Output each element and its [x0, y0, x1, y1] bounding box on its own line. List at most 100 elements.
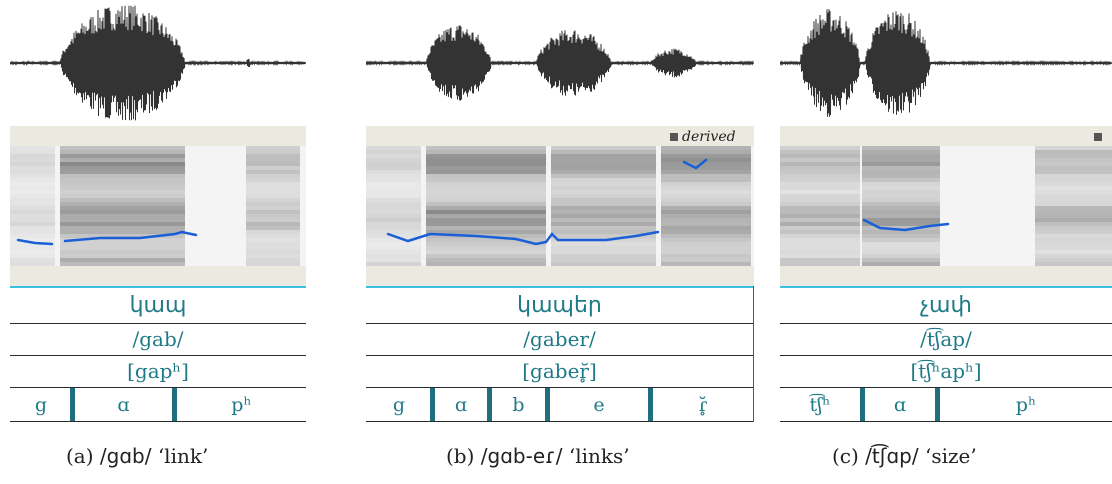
spectrogram-band — [1035, 222, 1112, 226]
spectrogram-band — [862, 174, 940, 178]
tier-phonetic-b: [gaber̥̆] — [366, 356, 753, 388]
spectrogram-band — [246, 174, 300, 178]
spectrogram-band — [1035, 202, 1112, 206]
legend-label: derived — [682, 129, 736, 145]
tier-segments-b: g ɑ b e ɾ̥̆ — [366, 388, 753, 422]
spectrogram-bg — [780, 146, 1112, 266]
spectrogram-band — [60, 210, 185, 214]
spectrogram-band — [246, 178, 300, 182]
spectrogram-band — [60, 158, 185, 162]
spectrogram-band — [60, 178, 185, 182]
caption-form: /gɑb/ — [99, 444, 152, 468]
spectrogram-band — [780, 182, 860, 186]
spectrogram-band — [246, 198, 300, 202]
caption-a: (a) /gɑb/ ‘link’ — [66, 444, 208, 468]
spectrogram-band — [60, 238, 185, 242]
spectrogram-band — [426, 250, 546, 254]
spectrogram-band — [1035, 150, 1112, 154]
waveform-trace — [780, 9, 1112, 117]
spectrogram-band — [60, 186, 185, 190]
spectrogram-band — [246, 246, 300, 250]
spectrogram-band — [1035, 214, 1112, 218]
segment-boundary — [648, 388, 653, 421]
spectrogram-band — [366, 158, 421, 162]
spectrogram-footer-b — [366, 266, 754, 286]
spectrogram-band — [661, 222, 751, 226]
panel-c: d չափ /t͡ʃap/ [t͡ʃʰapʰ] t͡ʃʰ ɑ pʰ (c) /t… — [780, 0, 1112, 484]
spectrogram-band — [426, 170, 546, 174]
spectrogram-band — [862, 186, 940, 190]
spectrogram-band — [10, 174, 55, 178]
spectrogram-band — [862, 206, 940, 210]
spectrogram-band — [10, 246, 55, 250]
spectrogram-band — [661, 246, 751, 250]
tier-phonetic-a: [gapʰ] — [10, 356, 306, 388]
spectrogram-band — [366, 190, 421, 194]
spectrogram-band — [60, 250, 185, 254]
spectrogram-band — [426, 190, 546, 194]
spectrogram-band — [10, 150, 55, 154]
spectrogram-band — [862, 170, 940, 174]
spectrogram-band — [862, 154, 940, 158]
spectrogram-band — [10, 154, 55, 158]
spectrogram-band — [10, 254, 55, 258]
spectrogram-band — [366, 198, 421, 202]
pitch-track — [386, 230, 660, 246]
spectrogram-band — [426, 258, 546, 262]
segment-boundary — [70, 388, 75, 421]
spectrogram-band — [551, 206, 656, 210]
spectrogram-band — [10, 230, 55, 234]
spectrogram-band — [661, 166, 751, 170]
spectrogram-band — [1035, 166, 1112, 170]
spectrogram-band — [366, 210, 421, 214]
spectrogram-band — [246, 210, 300, 214]
spectrogram-band — [780, 210, 860, 214]
tier-word-c: չափ — [780, 286, 1112, 324]
tier-phonemic-a: /gab/ — [10, 324, 306, 356]
spectrogram-band — [426, 158, 546, 162]
spectrogram-band — [246, 226, 300, 230]
segment-boundary — [487, 388, 492, 421]
spectrogram-band — [10, 182, 55, 186]
spectrogram-band — [366, 250, 421, 254]
spectrogram-band — [551, 258, 656, 262]
spectrogram-band — [60, 246, 185, 250]
spectrogram-band — [10, 262, 55, 266]
spectrogram-band — [780, 194, 860, 198]
spectrogram-band — [661, 146, 751, 150]
spectrogram-band — [780, 250, 860, 254]
spectrogram-band — [366, 162, 421, 166]
spectrogram-band — [10, 186, 55, 190]
spectrogram-band — [551, 242, 656, 246]
spectrogram-band — [661, 218, 751, 222]
spectrogram-a — [10, 146, 306, 266]
spectrogram-band — [10, 250, 55, 254]
spectrogram-band — [10, 166, 55, 170]
spectrogram-band — [246, 182, 300, 186]
spectrogram-band — [661, 238, 751, 242]
spectrogram-band — [862, 258, 940, 262]
pitch-track — [16, 238, 54, 246]
spectrogram-band — [1035, 242, 1112, 246]
spectrogram-band — [1035, 174, 1112, 178]
spectrogram-band — [426, 206, 546, 210]
spectrogram-band — [551, 162, 656, 166]
segment: pʰ — [1015, 393, 1037, 416]
spectrogram-band — [426, 186, 546, 190]
spectrogram-band — [366, 262, 421, 266]
spectrogram-band — [10, 170, 55, 174]
spectrogram-band — [661, 214, 751, 218]
pitch-track — [63, 230, 198, 243]
spectrogram-band — [661, 234, 751, 238]
spectrogram-band — [60, 234, 185, 238]
spectrogram-band — [60, 162, 185, 166]
spectrogram-band — [366, 182, 421, 186]
spectrogram-b — [366, 146, 754, 266]
spectrogram-band — [780, 214, 860, 218]
spectrogram-band — [10, 214, 55, 218]
spectrogram-band — [426, 178, 546, 182]
spectrogram-band — [862, 198, 940, 202]
spectrogram-band — [246, 150, 300, 154]
spectrogram-band — [246, 250, 300, 254]
segment: pʰ — [231, 393, 252, 416]
